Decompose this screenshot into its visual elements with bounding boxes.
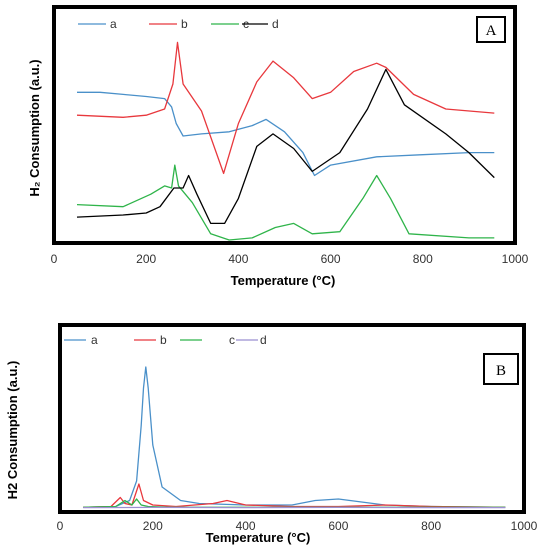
panel-b-x-tick-600: 600 [328, 519, 348, 533]
panel-b-x-tick-200: 200 [143, 519, 163, 533]
panel-b-series-b [83, 483, 506, 508]
panel-a-x-axis-label: Temperature (°C) [231, 273, 336, 288]
panel-a-lines [76, 41, 495, 241]
panel-a-series-c [76, 164, 495, 241]
panel-a-legend: a b c d [78, 17, 279, 31]
panel-a-frame [52, 5, 517, 245]
panel-b-y-axis-label: H2 Consumption (a.u.) [5, 361, 20, 500]
panel-b-badge: B [496, 363, 506, 379]
panel-a-series-a [77, 91, 495, 177]
legend-a-label-a: a [110, 17, 117, 31]
panel-b-x-axis-label: Temperature (°C) [206, 530, 311, 545]
panel-a-badge-box [476, 16, 506, 43]
panel-b-frame [58, 323, 526, 514]
panel-a-x-tick-1000: 1000 [502, 252, 529, 266]
panel-a: 0 200 400 600 800 1000 a b c d A Temperature … [27, 5, 529, 288]
panel-a-series-b [76, 41, 495, 175]
panel-a-badge: A [486, 23, 497, 39]
panel-a-x-tick-800: 800 [413, 252, 433, 266]
legend-b-label-b: b [160, 333, 167, 347]
legend-b-label-c: c [229, 333, 235, 347]
panel-a-x-tick-0: 0 [51, 252, 58, 266]
panel-b-x-tick-400: 400 [236, 519, 256, 533]
panel-a-y-axis-label: H₂ Consumption (a.u.) [27, 59, 42, 196]
panel-a-x-tick-200: 200 [136, 252, 156, 266]
panel-b: 0 200 400 600 800 1000 a b c d B Temperature … [5, 323, 538, 545]
panel-b-series-a [83, 366, 506, 508]
panel-a-x-tick-400: 400 [228, 252, 248, 266]
legend-b-label-d: d [260, 333, 267, 347]
panel-a-series-d [76, 68, 495, 225]
panel-b-x-tick-800: 800 [421, 519, 441, 533]
panel-a-x-ticks: 0 200 400 600 800 1000 [51, 252, 529, 266]
panel-a-x-tick-600: 600 [321, 252, 341, 266]
legend-a-label-d: d [272, 17, 279, 31]
legend-a-label-b: b [181, 17, 188, 31]
panel-b-badge-box [483, 353, 519, 385]
panel-b-lines [83, 366, 506, 509]
panel-b-x-tick-1000: 1000 [511, 519, 538, 533]
legend-b-label-a: a [91, 333, 98, 347]
panel-b-legend: a b c d [64, 333, 267, 347]
panel-b-x-ticks: 0 200 400 600 800 1000 [57, 519, 538, 533]
panel-b-x-tick-0: 0 [57, 519, 64, 533]
